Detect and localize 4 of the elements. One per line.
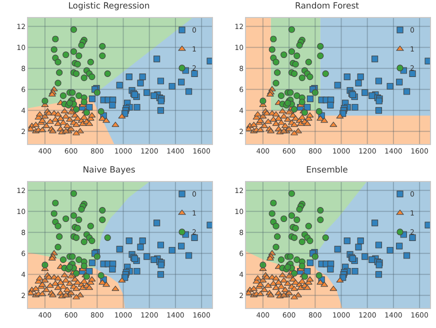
chart-title: Ensemble: [306, 165, 348, 176]
chart-title: Naive Bayes: [82, 165, 136, 176]
chart-title: Logistic Regression: [68, 1, 150, 12]
chart-title: Random Forest: [295, 1, 360, 12]
